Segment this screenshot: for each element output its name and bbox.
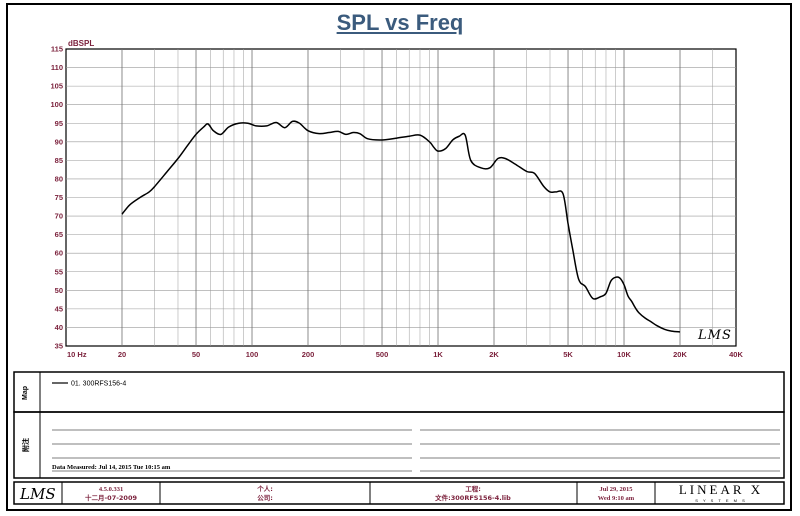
data-measured: Data Measured: Jul 14, 2015 Tue 10:15 am <box>52 464 171 471</box>
y-tick-label: 45 <box>55 304 63 313</box>
y-tick-label: 105 <box>50 82 63 91</box>
y-tick-label: 75 <box>55 193 63 202</box>
footer-lms-logo: LMS <box>19 485 56 503</box>
y-tick-label: 55 <box>55 267 63 276</box>
x-tick-label: 5K <box>563 350 573 359</box>
notes-lines <box>52 429 780 472</box>
series-layer <box>121 120 681 333</box>
x-tick-label: 1K <box>433 350 443 359</box>
notes-side-label: 附注 <box>21 438 30 452</box>
footer-file-label: 文件:300RFS156-4.lib <box>434 493 511 502</box>
footer-version-date: 十二月-07-2009 <box>85 493 138 502</box>
legend-side-label: Map <box>22 386 29 400</box>
x-tick-label: 40K <box>729 350 743 359</box>
y-tick-label: 60 <box>55 249 63 258</box>
footer-time: Wed 9:10 am <box>598 495 635 502</box>
y-tick-label: 95 <box>55 119 63 128</box>
chart-title: SPL vs Freq <box>336 10 464 35</box>
x-tick-label: 10K <box>617 350 631 359</box>
y-tick-label: 90 <box>55 137 63 146</box>
footer-brand-sub: S Y S T E M S <box>695 498 747 503</box>
x-tick-label: 200 <box>302 350 315 359</box>
lms-watermark: LMS <box>697 328 732 343</box>
y-tick-label: 70 <box>55 212 63 221</box>
y-tick-label: 35 <box>55 342 63 351</box>
x-tick-label: 10 Hz <box>67 350 87 359</box>
notes-panel <box>13 411 785 479</box>
y-tick-label: 115 <box>51 45 63 54</box>
y-tick-label: 110 <box>51 63 63 72</box>
y-tick-label: 100 <box>50 100 63 109</box>
footer-project-label: 工程: <box>465 484 481 493</box>
x-tick-label: 2K <box>489 350 499 359</box>
legend-entry: 01. 300RFS156-4 <box>71 381 126 388</box>
y-tick-label: 50 <box>55 286 63 295</box>
x-tick-label: 20 <box>118 350 126 359</box>
x-tick-label: 20K <box>673 350 687 359</box>
y-tick-label: 85 <box>55 156 63 165</box>
y-axis-label: dBSPL <box>68 39 94 48</box>
footer-brand: LINEAR X <box>679 482 763 497</box>
legend-panel <box>13 371 785 413</box>
y-tick-label: 65 <box>55 230 63 239</box>
series-line <box>121 120 681 333</box>
footer-date: Jul 29, 2015 <box>599 486 633 493</box>
x-tick-label: 50 <box>192 350 200 359</box>
y-tick-label: 40 <box>55 323 63 332</box>
x-tick-label: 500 <box>376 350 389 359</box>
y-tick-label: 80 <box>55 174 63 183</box>
footer-version: 4.5.0.331 <box>99 486 123 493</box>
grid-layer <box>66 49 736 346</box>
x-tick-labels: 10 Hz 20 50 100 200 500 1K 2K 5K 10K 20K 40K <box>67 350 743 359</box>
footer-person-label: 个人: <box>256 484 273 493</box>
footer-company-label: 公司: <box>257 494 273 502</box>
footer-panel <box>13 481 785 505</box>
x-tick-label: 100 <box>246 350 259 359</box>
y-tick-labels: 35 40 45 50 55 60 65 70 75 80 85 90 95 100 105 110 115 <box>50 45 63 351</box>
